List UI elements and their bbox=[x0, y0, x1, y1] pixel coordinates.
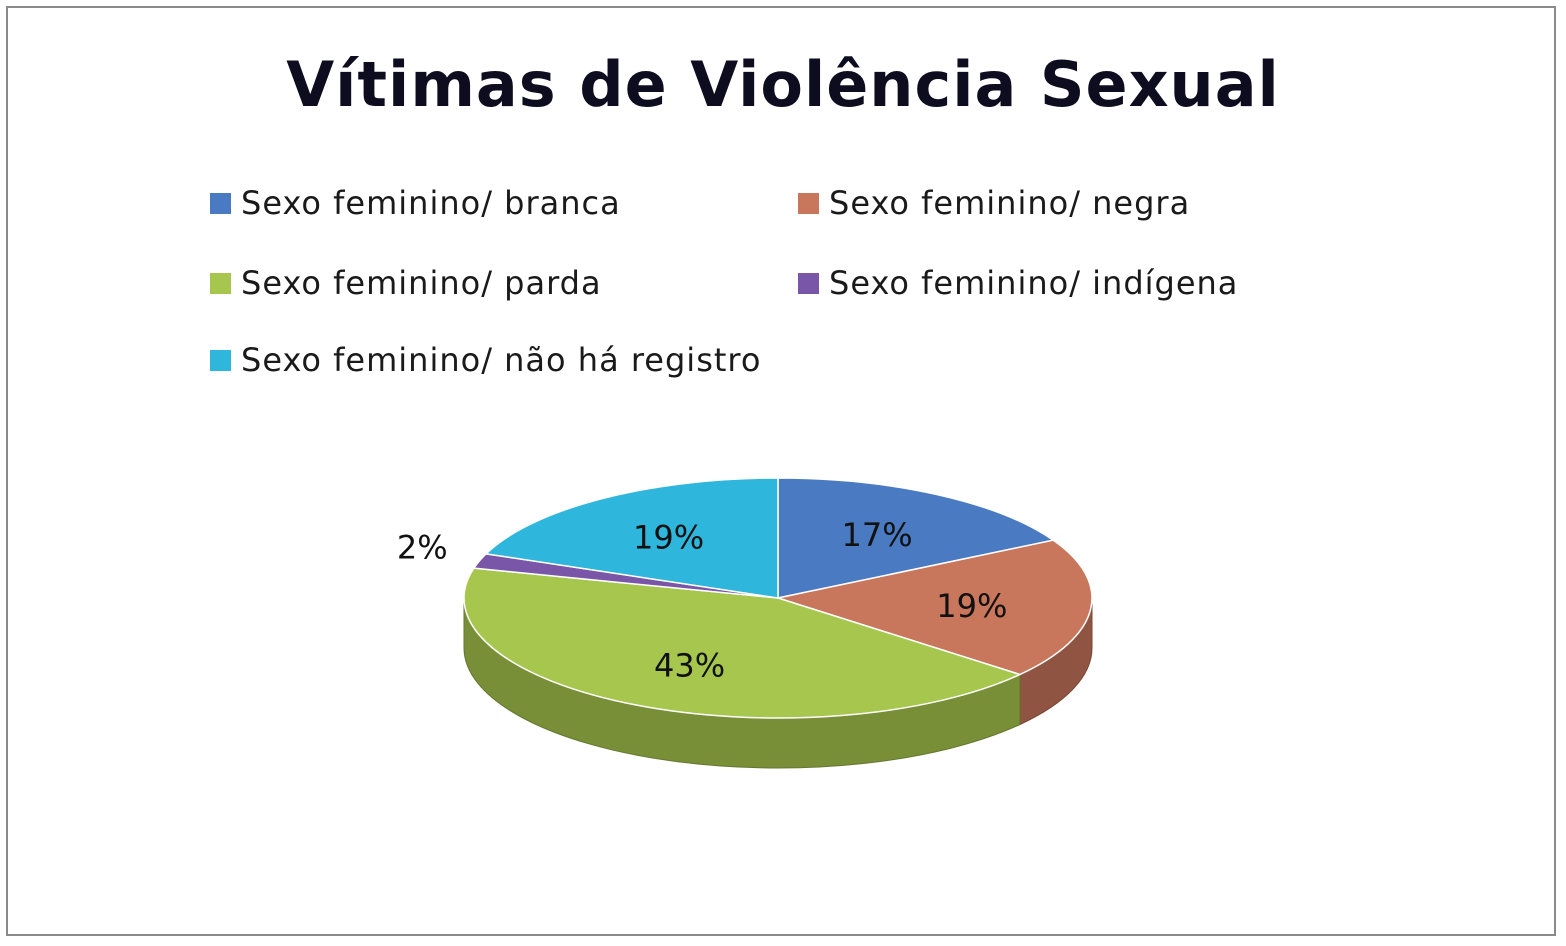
pie-slice-nao-ha-registro bbox=[484, 477, 779, 599]
pie-data-label-negra: 19% bbox=[936, 587, 1007, 625]
legend-swatch-branca bbox=[210, 192, 231, 214]
legend-swatch-negra bbox=[798, 192, 819, 214]
legend-item-parda: Sexo feminino/ parda bbox=[210, 264, 602, 302]
legend-label-branca: Sexo feminino/ branca bbox=[241, 184, 621, 222]
legend-label-nao-ha-registro: Sexo feminino/ não há registro bbox=[241, 341, 762, 379]
legend-item-negra: Sexo feminino/ negra bbox=[798, 184, 1190, 222]
legend-label-negra: Sexo feminino/ negra bbox=[829, 184, 1191, 222]
legend-swatch-parda bbox=[210, 272, 231, 294]
legend-swatch-nao-ha-registro bbox=[210, 349, 231, 371]
pie-slice-parda bbox=[463, 567, 1023, 719]
pie-data-label-nao-ha-registro: 19% bbox=[633, 518, 704, 556]
legend-item-nao-ha-registro: Sexo feminino/ não há registro bbox=[210, 341, 761, 379]
pie-data-label-branca: 17% bbox=[842, 516, 913, 554]
chart-title: Vítimas de Violência Sexual bbox=[286, 48, 1280, 121]
pie-slice-negra bbox=[775, 539, 1093, 676]
legend-item-branca: Sexo feminino/ branca bbox=[210, 184, 621, 222]
legend-swatch-indigena bbox=[798, 272, 819, 294]
legend-item-indigena: Sexo feminino/ indígena bbox=[798, 264, 1238, 302]
legend-label-indigena: Sexo feminino/ indígena bbox=[829, 264, 1239, 302]
pie-data-label-parda: 43% bbox=[654, 646, 725, 684]
pie-data-label-indigena: 2% bbox=[397, 529, 448, 567]
pie-slice-branca bbox=[777, 477, 1056, 599]
legend-label-parda: Sexo feminino/ parda bbox=[241, 264, 602, 302]
chart-frame bbox=[6, 6, 1556, 936]
